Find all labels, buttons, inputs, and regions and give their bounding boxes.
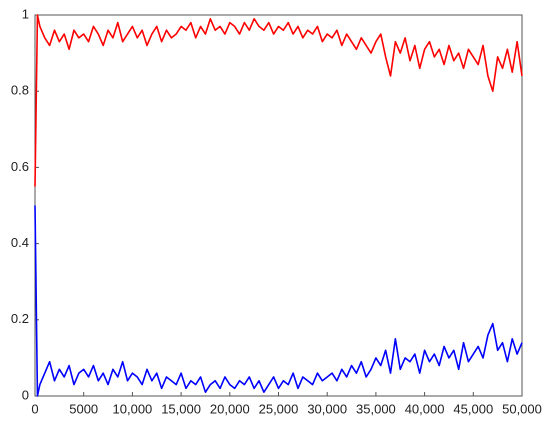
x-tick-label: 5000: [69, 401, 98, 416]
x-tick-label: 35,000: [356, 401, 396, 416]
y-tick-label: 0.8: [11, 83, 29, 98]
x-tick-label: 10,000: [113, 401, 153, 416]
y-tick-label: 0: [22, 387, 29, 402]
data-line: [34, 205, 523, 397]
y-tick-label: 1: [22, 6, 29, 21]
data-line: [34, 14, 523, 187]
plot-frame: [34, 14, 523, 397]
y-tick-label: 0.2: [11, 311, 29, 326]
x-tick-label: 30,000: [307, 401, 347, 416]
x-tick-label: 45,000: [453, 401, 493, 416]
x-tick-label: 0: [31, 401, 38, 416]
y-tick-label: 0.4: [11, 235, 29, 250]
x-tick-label: 15,000: [161, 401, 201, 416]
x-tick-label: 50,000: [502, 401, 542, 416]
x-tick-label: 25,000: [259, 401, 299, 416]
y-tick-label: 0.6: [11, 159, 29, 174]
x-tick-label: 40,000: [405, 401, 445, 416]
x-tick-label: 20,000: [210, 401, 250, 416]
